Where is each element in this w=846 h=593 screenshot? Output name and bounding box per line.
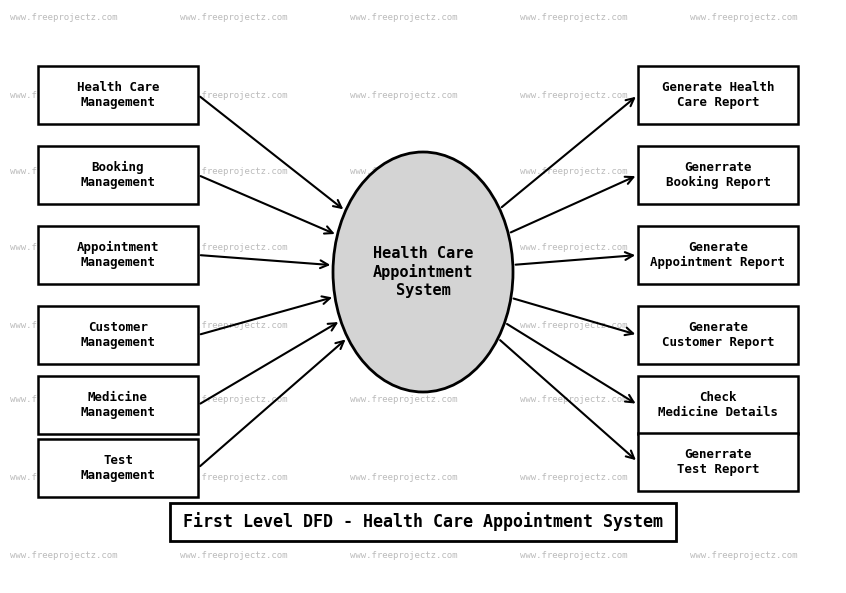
Text: Test
Management: Test Management <box>80 454 156 482</box>
Bar <box>638 226 798 284</box>
Bar <box>638 433 798 491</box>
Text: www.freeprojectz.com: www.freeprojectz.com <box>520 320 628 330</box>
Text: www.freeprojectz.com: www.freeprojectz.com <box>180 550 288 560</box>
Text: www.freeprojectz.com: www.freeprojectz.com <box>350 320 458 330</box>
Text: www.freeprojectz.com: www.freeprojectz.com <box>350 244 458 253</box>
Text: www.freeprojectz.com: www.freeprojectz.com <box>520 91 628 100</box>
Text: Health Care
Management: Health Care Management <box>77 81 159 109</box>
Bar <box>38 306 198 364</box>
Text: www.freeprojectz.com: www.freeprojectz.com <box>10 473 118 483</box>
Text: www.freeprojectz.com: www.freeprojectz.com <box>180 14 288 23</box>
Ellipse shape <box>333 152 513 392</box>
Bar <box>638 306 798 364</box>
Text: www.freeprojectz.com: www.freeprojectz.com <box>10 244 118 253</box>
Text: Customer
Management: Customer Management <box>80 321 156 349</box>
Text: www.freeprojectz.com: www.freeprojectz.com <box>690 550 798 560</box>
Text: www.freeprojectz.com: www.freeprojectz.com <box>520 244 628 253</box>
Text: www.freeprojectz.com: www.freeprojectz.com <box>10 91 118 100</box>
Text: Check
Medicine Details: Check Medicine Details <box>658 391 778 419</box>
Text: Generate
Customer Report: Generate Customer Report <box>662 321 774 349</box>
Text: www.freeprojectz.com: www.freeprojectz.com <box>10 550 118 560</box>
Bar <box>38 376 198 434</box>
Text: www.freeprojectz.com: www.freeprojectz.com <box>690 396 798 404</box>
Text: www.freeprojectz.com: www.freeprojectz.com <box>350 167 458 177</box>
Text: www.freeprojectz.com: www.freeprojectz.com <box>180 167 288 177</box>
Text: www.freeprojectz.com: www.freeprojectz.com <box>10 320 118 330</box>
Bar <box>38 66 198 124</box>
Text: www.freeprojectz.com: www.freeprojectz.com <box>180 320 288 330</box>
Bar <box>38 226 198 284</box>
Text: www.freeprojectz.com: www.freeprojectz.com <box>180 91 288 100</box>
Text: www.freeprojectz.com: www.freeprojectz.com <box>180 396 288 404</box>
Text: www.freeprojectz.com: www.freeprojectz.com <box>180 244 288 253</box>
Text: www.freeprojectz.com: www.freeprojectz.com <box>350 473 458 483</box>
Text: www.freeprojectz.com: www.freeprojectz.com <box>690 320 798 330</box>
Text: www.freeprojectz.com: www.freeprojectz.com <box>10 14 118 23</box>
Text: Medicine
Management: Medicine Management <box>80 391 156 419</box>
Text: www.freeprojectz.com: www.freeprojectz.com <box>350 550 458 560</box>
Text: Appointment
Management: Appointment Management <box>77 241 159 269</box>
Bar <box>638 66 798 124</box>
Text: www.freeprojectz.com: www.freeprojectz.com <box>690 473 798 483</box>
Text: Generate
Appointment Report: Generate Appointment Report <box>651 241 785 269</box>
Text: www.freeprojectz.com: www.freeprojectz.com <box>520 473 628 483</box>
Text: www.freeprojectz.com: www.freeprojectz.com <box>690 167 798 177</box>
Bar <box>38 439 198 497</box>
Text: Generrate
Test Report: Generrate Test Report <box>677 448 759 476</box>
Text: www.freeprojectz.com: www.freeprojectz.com <box>690 14 798 23</box>
Text: www.freeprojectz.com: www.freeprojectz.com <box>520 167 628 177</box>
Bar <box>638 146 798 204</box>
Text: Booking
Management: Booking Management <box>80 161 156 189</box>
Text: www.freeprojectz.com: www.freeprojectz.com <box>520 14 628 23</box>
Text: First Level DFD - Health Care Appointment System: First Level DFD - Health Care Appointmen… <box>183 512 663 531</box>
Text: www.freeprojectz.com: www.freeprojectz.com <box>520 396 628 404</box>
Text: www.freeprojectz.com: www.freeprojectz.com <box>350 14 458 23</box>
Bar <box>38 146 198 204</box>
Text: www.freeprojectz.com: www.freeprojectz.com <box>350 396 458 404</box>
Text: www.freeprojectz.com: www.freeprojectz.com <box>180 473 288 483</box>
Text: www.freeprojectz.com: www.freeprojectz.com <box>520 550 628 560</box>
Text: www.freeprojectz.com: www.freeprojectz.com <box>10 167 118 177</box>
Text: www.freeprojectz.com: www.freeprojectz.com <box>10 396 118 404</box>
Text: Health Care
Appointment
System: Health Care Appointment System <box>373 247 473 298</box>
Text: www.freeprojectz.com: www.freeprojectz.com <box>350 91 458 100</box>
Text: Generrate
Booking Report: Generrate Booking Report <box>666 161 771 189</box>
Bar <box>638 376 798 434</box>
Bar <box>170 503 676 541</box>
Text: www.freeprojectz.com: www.freeprojectz.com <box>690 244 798 253</box>
Text: Generate Health
Care Report: Generate Health Care Report <box>662 81 774 109</box>
Text: www.freeprojectz.com: www.freeprojectz.com <box>690 91 798 100</box>
